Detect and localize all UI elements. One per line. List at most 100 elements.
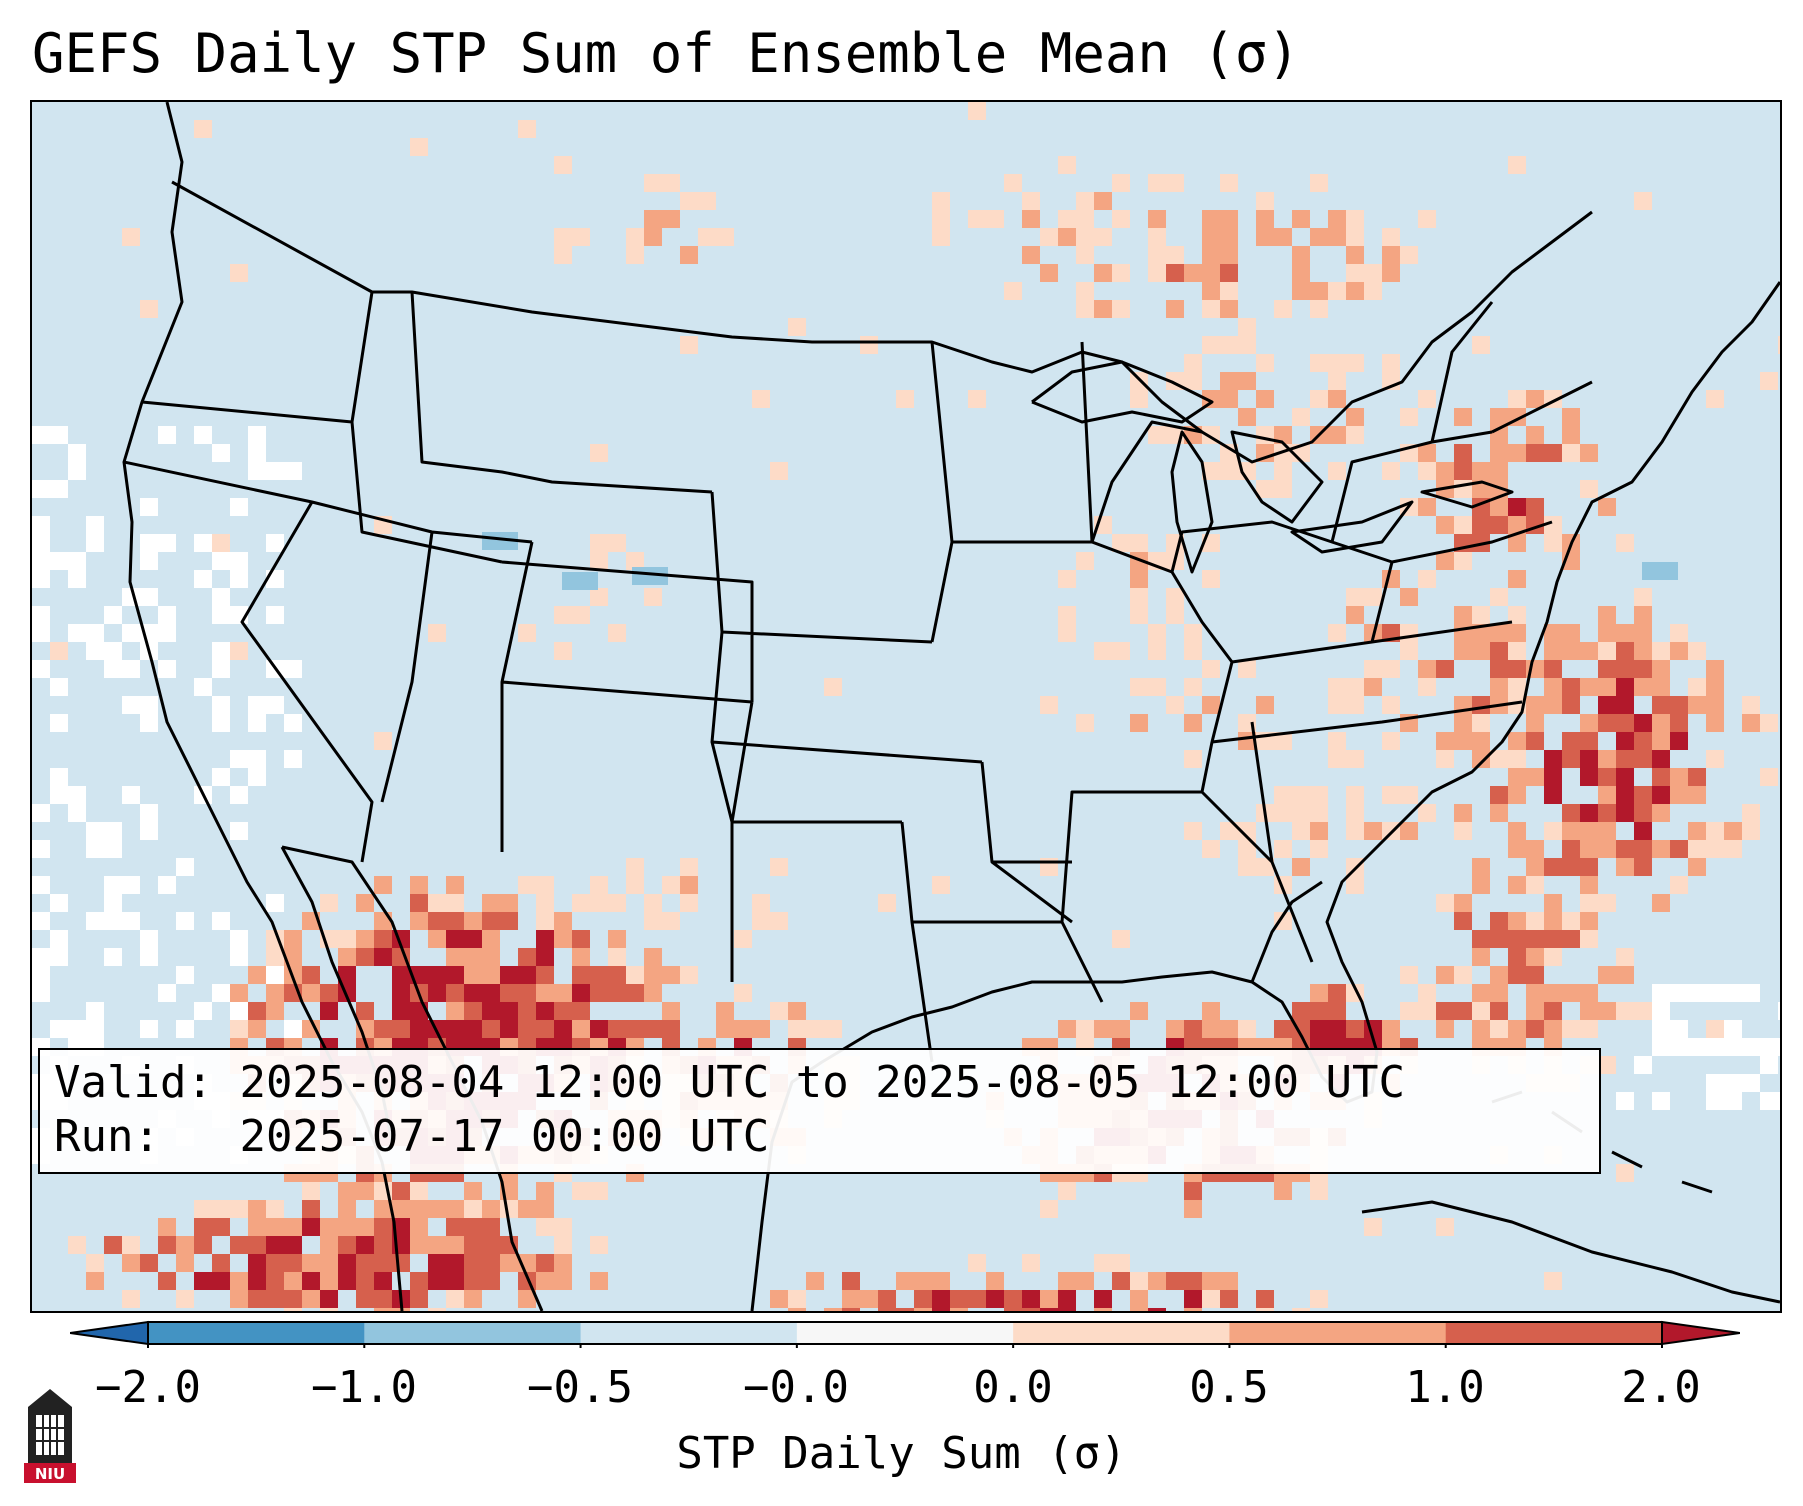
stp-grid-cell <box>1346 354 1364 372</box>
stp-grid-cell <box>1094 1308 1112 1311</box>
stp-grid-cell <box>1454 552 1472 570</box>
stp-grid-cell <box>1778 1038 1780 1056</box>
stp-grid-cell <box>428 1272 446 1290</box>
stp-grid-cell <box>1274 480 1292 498</box>
stp-grid-cell <box>1598 894 1616 912</box>
stp-grid-cell <box>482 930 500 948</box>
stp-grid-cell <box>1454 1002 1472 1020</box>
stp-grid-cell <box>1544 1002 1562 1020</box>
stp-grid-cell <box>158 534 176 552</box>
stp-grid-cell <box>1526 390 1544 408</box>
stp-grid-cell <box>1670 624 1688 642</box>
stp-grid-cell <box>464 966 482 984</box>
stp-grid-cell <box>176 1020 194 1038</box>
stp-grid-cell <box>1652 894 1670 912</box>
stp-grid-cell <box>860 1290 878 1308</box>
stp-grid-cell <box>1598 642 1616 660</box>
stp-grid-cell <box>572 894 590 912</box>
stp-grid-cell <box>374 1290 392 1308</box>
stp-grid-cell <box>1202 282 1220 300</box>
stp-grid-cell <box>1526 714 1544 732</box>
stp-grid-cell <box>1652 1092 1670 1110</box>
stp-grid-cell <box>410 1020 428 1038</box>
stp-grid-cell <box>1652 1038 1670 1056</box>
stp-grid-cell <box>1166 696 1184 714</box>
stp-grid-cell <box>1382 732 1400 750</box>
stp-grid-cell <box>428 984 446 1002</box>
stp-grid-cell <box>824 1308 842 1311</box>
stp-grid-cell <box>86 1254 104 1272</box>
stp-grid-cell <box>176 1290 194 1308</box>
stp-grid-cell <box>680 894 698 912</box>
stp-grid-cell <box>1292 858 1310 876</box>
stp-grid-cell <box>1346 588 1364 606</box>
stp-grid-cell <box>1004 282 1022 300</box>
stp-grid-cell <box>356 930 374 948</box>
stp-grid-cell <box>1130 1002 1148 1020</box>
stp-grid-cell <box>194 678 212 696</box>
stp-grid-cell <box>482 1272 500 1290</box>
stp-grid-cell <box>1436 516 1454 534</box>
stp-grid-cell <box>1688 768 1706 786</box>
stp-grid-cell <box>1328 354 1346 372</box>
map-title: GEFS Daily STP Sum of Ensemble Mean (σ) <box>32 22 1300 85</box>
stp-grid-cell <box>1472 930 1490 948</box>
stp-grid-cell <box>1382 354 1400 372</box>
stp-grid-cell <box>1652 714 1670 732</box>
stp-grid-cell <box>1760 1038 1778 1056</box>
stp-grid-cell <box>1328 696 1346 714</box>
stp-grid-cell <box>1580 750 1598 768</box>
stp-grid-cell <box>194 1002 212 1020</box>
stp-grid-cell <box>464 1272 482 1290</box>
stp-grid-cell <box>1310 174 1328 192</box>
stp-grid-cell <box>50 642 68 660</box>
stp-grid-cell <box>1058 570 1076 588</box>
stp-grid-cell <box>1634 642 1652 660</box>
stp-grid-cell <box>212 444 230 462</box>
lake-michigan <box>1170 430 1214 574</box>
stp-grid-cell <box>248 462 266 480</box>
stp-grid-cell <box>392 1002 410 1020</box>
stp-grid-cell <box>1490 804 1508 822</box>
stp-grid-cell <box>266 1002 284 1020</box>
stp-grid-cell <box>1400 624 1418 642</box>
stp-grid-cell <box>1184 714 1202 732</box>
stp-grid-cell <box>1562 840 1580 858</box>
stp-grid-cell <box>1688 786 1706 804</box>
stp-grid-cell <box>1022 1308 1040 1311</box>
stp-grid-cell <box>284 1236 302 1254</box>
stp-grid-cell <box>1670 714 1688 732</box>
stp-grid-cell <box>230 750 248 768</box>
stp-grid-cell <box>464 1218 482 1236</box>
stp-grid-cell <box>554 246 572 264</box>
stp-grid-cell <box>284 750 302 768</box>
stp-grid-cell <box>770 858 788 876</box>
stp-grid-cell <box>1382 1020 1400 1038</box>
stp-grid-cell <box>284 1290 302 1308</box>
stp-grid-cell <box>212 588 230 606</box>
stp-grid-cell <box>1724 1092 1742 1110</box>
stp-grid-cell <box>284 660 302 678</box>
stp-grid-cell <box>1364 588 1382 606</box>
stp-grid-cell <box>86 1272 104 1290</box>
run-label: Run: <box>54 1111 160 1162</box>
stp-grid-cell <box>1706 750 1724 768</box>
stp-grid-cell <box>104 660 122 678</box>
stp-grid-cell <box>104 642 122 660</box>
stp-grid-cell <box>302 1254 320 1272</box>
stp-grid-cell <box>1598 606 1616 624</box>
stp-grid-cell <box>644 894 662 912</box>
stp-grid-cell <box>1022 1290 1040 1308</box>
stp-grid-cell <box>1472 1002 1490 1020</box>
stp-grid-cell <box>1490 642 1508 660</box>
logo-text: NIU <box>35 1465 65 1483</box>
stp-grid-cell <box>1094 300 1112 318</box>
stp-grid-cell <box>1382 264 1400 282</box>
stp-grid-cell <box>968 390 986 408</box>
stp-grid-cell <box>1508 840 1526 858</box>
stp-grid-cell <box>1238 462 1256 480</box>
stp-grid-cell <box>1634 624 1652 642</box>
stp-grid-cell <box>1058 1308 1076 1311</box>
stp-grid-cell <box>68 552 86 570</box>
stp-grid-cell <box>1094 642 1112 660</box>
